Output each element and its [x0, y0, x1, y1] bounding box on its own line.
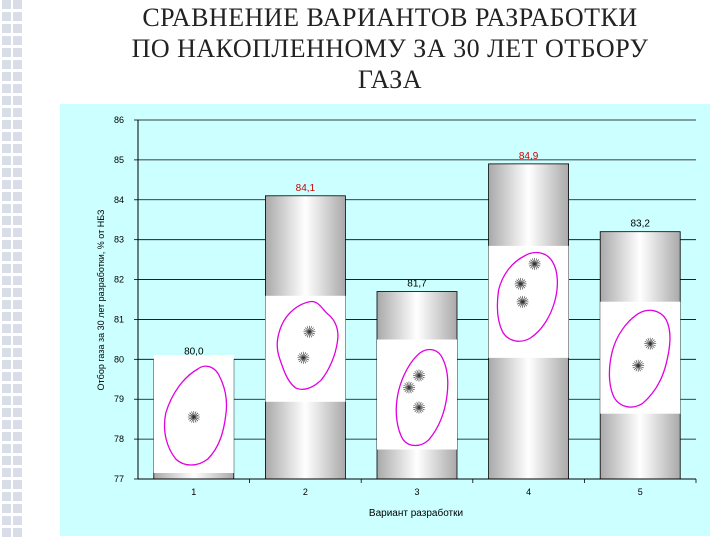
well-cluster-icon [528, 257, 541, 270]
slide-title-line-2: ПО НАКОПЛЕННОМУ ЗА 30 ЛЕТ ОТБОРУ [131, 34, 649, 63]
bar-data-label: 80,0 [184, 346, 204, 357]
x-tick-label: 1 [191, 487, 196, 497]
well-cluster-icon [644, 337, 657, 350]
decorative-square-column-right [13, 0, 22, 540]
deposit-map-inset [488, 245, 569, 358]
deposit-map-background [265, 295, 346, 402]
deposit-map-inset [600, 301, 681, 414]
deposit-outline [276, 300, 339, 390]
deposit-map-inset [153, 355, 234, 473]
bar-data-label: 83,2 [630, 219, 650, 230]
decorative-square-column-left [2, 0, 11, 540]
deposit-outline [163, 365, 228, 466]
y-tick-label: 86 [114, 115, 124, 125]
well-cluster-icon [297, 351, 310, 364]
bar-data-label: 84,9 [519, 151, 539, 162]
y-tick-label: 78 [114, 434, 124, 444]
well-cluster-icon [413, 401, 425, 414]
y-tick-label: 84 [114, 195, 124, 205]
x-tick-label: 2 [303, 487, 308, 497]
slide-title-line-1: СРАВНЕНИЕ ВАРИАНТОВ РАЗРАБОТКИ [142, 3, 638, 32]
y-tick-label: 81 [114, 314, 124, 324]
y-tick-label: 77 [114, 474, 124, 484]
x-tick-label: 5 [638, 487, 643, 497]
well-cluster-icon [413, 369, 425, 382]
y-tick-label: 83 [114, 235, 124, 245]
bar-data-label: 81,7 [407, 279, 427, 290]
x-tick-label: 3 [414, 487, 419, 497]
deposit-outline [608, 309, 671, 408]
y-tick-label: 85 [114, 155, 124, 165]
bar-data-label: 84,1 [296, 183, 316, 194]
deposit-outline [496, 251, 558, 342]
well-cluster-icon [303, 325, 316, 338]
slide-title-line-3: ГАЗА [357, 65, 423, 94]
deposit-map-background [377, 339, 457, 450]
x-axis-label: Вариант разработки [369, 507, 463, 519]
well-cluster-icon [187, 411, 200, 423]
deposit-map-inset [377, 339, 457, 450]
bar-chart: 77 78 79 80 81 82 83 84 85 86 1 2 3 4 5 80,0 84,1 81,7 84… [96, 115, 697, 519]
y-tick-label: 80 [114, 354, 124, 364]
y-tick-label: 79 [114, 394, 124, 404]
slide-title: СРАВНЕНИЕ ВАРИАНТОВ РАЗРАБОТКИ ПО НАКОПЛ… [90, 2, 690, 95]
well-cluster-icon [403, 381, 415, 394]
y-tick-label: 82 [114, 275, 124, 285]
deposit-outline [395, 348, 449, 447]
deposit-map-inset [265, 295, 346, 402]
well-cluster-icon [514, 277, 527, 290]
x-tick-label: 4 [526, 487, 531, 497]
well-cluster-icon [516, 295, 529, 308]
y-axis-label: Отбор газа за 30 лет разработки, % от НБ… [96, 210, 106, 391]
well-cluster-icon [632, 359, 645, 372]
